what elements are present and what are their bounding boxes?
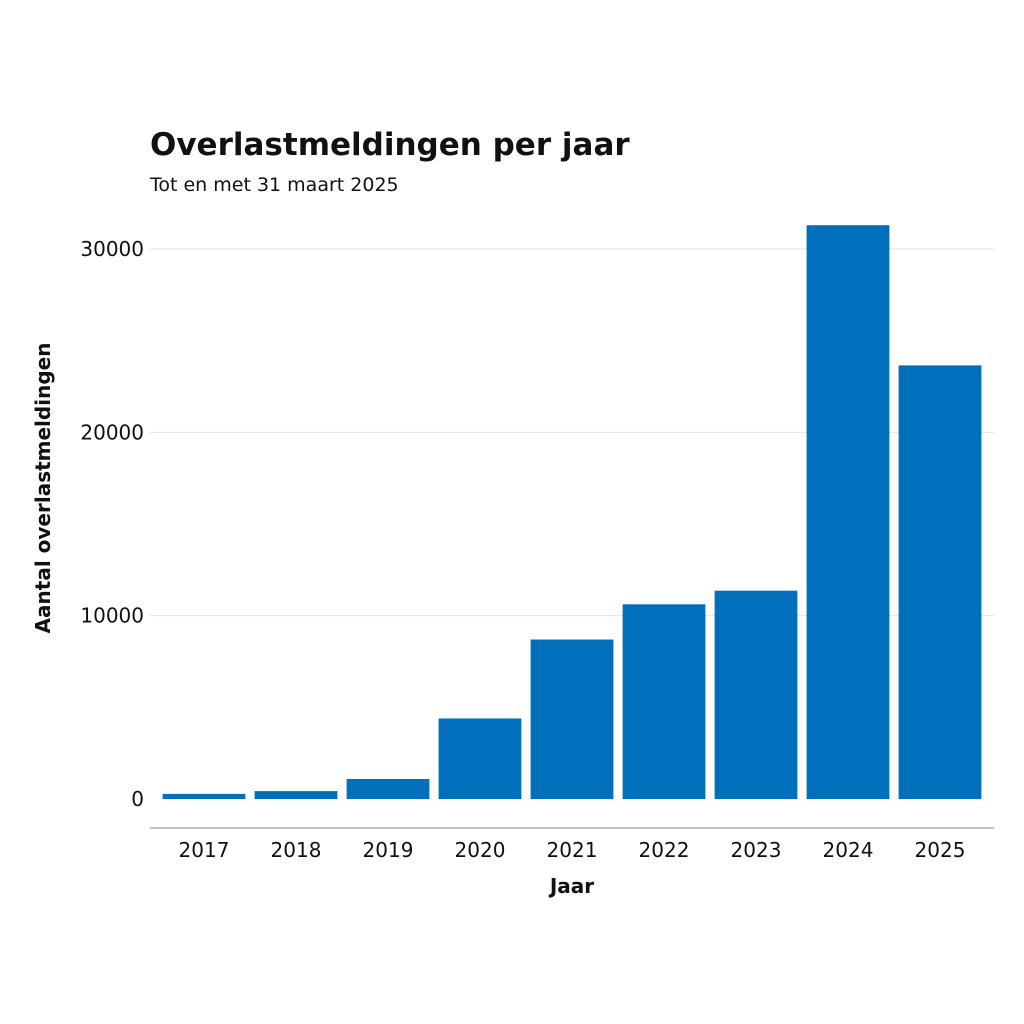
x-tick-label: 2025 xyxy=(915,838,966,862)
x-tick-label: 2020 xyxy=(455,838,506,862)
bars xyxy=(162,225,982,799)
bar-2021 xyxy=(530,639,614,799)
x-tick-label: 2018 xyxy=(271,838,322,862)
x-tick-label: 2019 xyxy=(363,838,414,862)
y-tick-label: 20000 xyxy=(80,420,144,444)
x-tick-label: 2017 xyxy=(179,838,230,862)
bar-2019 xyxy=(346,779,430,799)
y-tick-label: 30000 xyxy=(80,237,144,261)
chart-subtitle: Tot en met 31 maart 2025 xyxy=(149,174,399,196)
x-tick-label: 2024 xyxy=(823,838,874,862)
x-axis-title: Jaar xyxy=(548,874,594,898)
bar-2020 xyxy=(438,718,522,799)
y-axis-ticks: 0 10000 20000 30000 xyxy=(80,237,144,811)
x-tick-label: 2023 xyxy=(731,838,782,862)
bar-2025 xyxy=(898,365,982,799)
bar-2022 xyxy=(622,604,706,799)
x-axis-ticks: 2017 2018 2019 2020 2021 2022 2023 2024 2025 xyxy=(179,838,966,862)
x-tick-label: 2022 xyxy=(639,838,690,862)
bar-2018 xyxy=(254,791,338,799)
bar-2023 xyxy=(714,590,798,799)
bar-2017 xyxy=(162,793,246,799)
bar-2024 xyxy=(806,225,890,799)
y-tick-label: 0 xyxy=(131,787,144,811)
y-tick-label: 10000 xyxy=(80,604,144,628)
y-axis-title: Aantal overlastmeldingen xyxy=(31,343,55,634)
chart-title: Overlastmeldingen per jaar xyxy=(150,127,630,163)
x-tick-label: 2021 xyxy=(547,838,598,862)
